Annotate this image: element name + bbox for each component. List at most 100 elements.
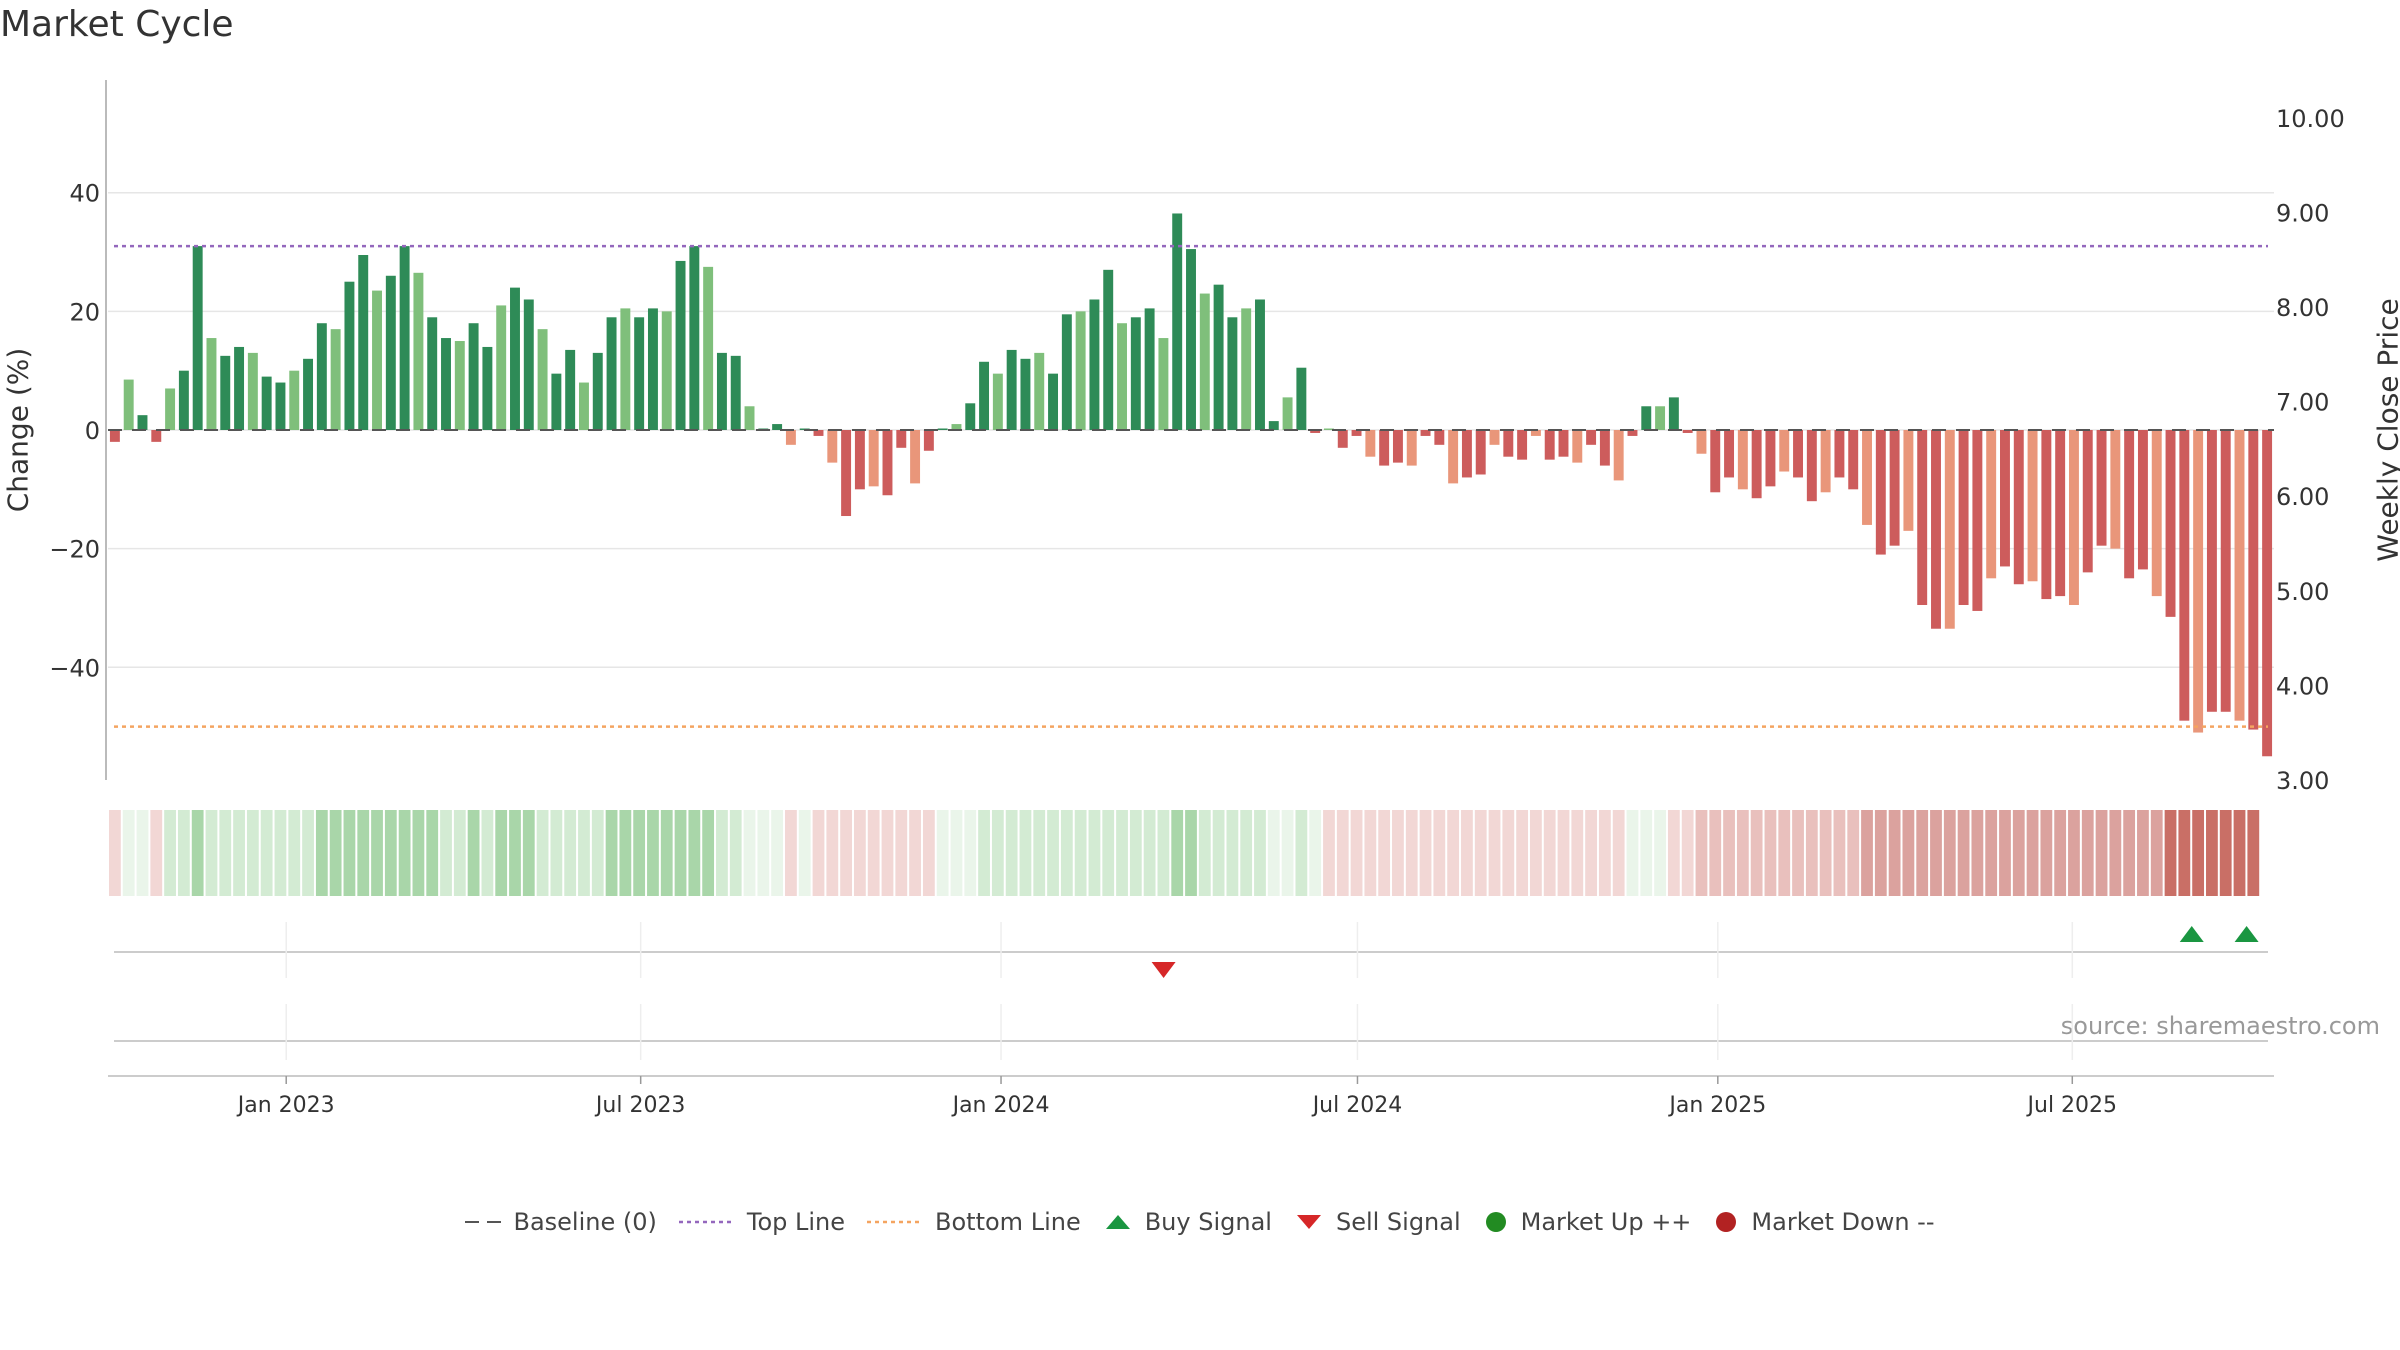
heat-cell — [260, 810, 273, 896]
legend-label: Market Up ++ — [1520, 1208, 1692, 1236]
heat-cell — [329, 810, 342, 896]
bar — [358, 255, 369, 430]
bar — [275, 382, 286, 430]
bar — [2082, 430, 2093, 573]
heat-cell — [219, 810, 232, 896]
heat-strip — [109, 810, 2260, 896]
heat-cell — [2178, 810, 2191, 896]
heat-cell — [591, 810, 604, 896]
bar — [123, 379, 134, 430]
heat-cell — [2233, 810, 2246, 896]
bar — [1958, 430, 1969, 605]
bar — [1034, 352, 1045, 430]
y-ticks-left: 40 20 0 −20 −40 — [49, 180, 100, 683]
bar — [606, 317, 617, 430]
heat-cell — [1157, 810, 1170, 896]
heat-cell — [1129, 810, 1142, 896]
bar — [1351, 430, 1362, 436]
heat-cell — [1819, 810, 1832, 896]
bar — [675, 260, 686, 430]
heat-cell — [1999, 810, 2011, 896]
bar — [1392, 430, 1403, 463]
heat-cell — [1502, 810, 1515, 896]
heat-cell — [1336, 810, 1349, 896]
x-tick-label: Jul 2023 — [594, 1093, 686, 1118]
heat-cell — [1833, 810, 1846, 896]
heat-cell — [1916, 810, 1929, 896]
bar — [579, 382, 589, 430]
bar — [1434, 430, 1445, 445]
x-tick-label: Jan 2023 — [236, 1093, 335, 1118]
bar — [2165, 430, 2176, 617]
heat-cell — [1930, 810, 1942, 896]
bar — [1710, 430, 1721, 493]
bar — [551, 373, 562, 430]
heat-cell — [1102, 810, 1115, 896]
bar — [1972, 430, 1983, 611]
heat-cell — [2095, 810, 2108, 896]
bar — [1420, 430, 1431, 436]
y-tick-label-right: 3.00 — [2276, 767, 2329, 795]
bar — [413, 272, 424, 430]
bar — [1737, 430, 1748, 490]
bar — [537, 329, 548, 430]
heat-cell — [2109, 810, 2122, 896]
bar — [1103, 269, 1114, 430]
y-tick-label-right: 6.00 — [2276, 483, 2329, 511]
bar — [965, 403, 976, 430]
heat-cell — [2219, 810, 2232, 896]
heat-cell — [895, 810, 908, 896]
heat-cell — [2247, 810, 2260, 896]
legend-item-mdown: Market Down -- — [1713, 1208, 1935, 1236]
bar — [1862, 430, 1872, 525]
heat-cell — [2150, 810, 2163, 896]
heat-cell — [716, 810, 728, 896]
bar — [1310, 430, 1321, 433]
heat-cell — [605, 810, 618, 896]
dotted-purple-line-icon — [678, 1212, 735, 1232]
heat-cell — [1585, 810, 1597, 896]
bar — [1061, 314, 1072, 430]
signal-panel — [108, 926, 2274, 1077]
bar — [1268, 421, 1279, 430]
heat-cell — [136, 810, 149, 896]
bar — [2068, 430, 2079, 605]
bar — [2179, 430, 2190, 721]
bar — [1461, 430, 1472, 478]
heat-cell — [1323, 810, 1335, 896]
bar — [316, 323, 327, 430]
heat-cell — [1557, 810, 1570, 896]
heat-cell — [1033, 810, 1046, 896]
bar — [109, 430, 120, 442]
bar — [1048, 373, 1059, 430]
bar — [1599, 430, 1610, 466]
heat-cell — [246, 810, 259, 896]
legend-label: Buy Signal — [1144, 1208, 1272, 1236]
heat-cell — [1405, 810, 1418, 896]
bar — [730, 355, 741, 430]
bar — [1779, 430, 1790, 472]
heat-cell — [1254, 810, 1266, 896]
heat-cell — [536, 810, 549, 896]
bar — [1586, 430, 1597, 445]
heat-cell — [1447, 810, 1460, 896]
heat-cell — [1516, 810, 1529, 896]
heat-cell — [1364, 810, 1377, 896]
heat-cell — [150, 810, 163, 896]
bar — [2027, 430, 2038, 582]
heat-cell — [398, 810, 411, 896]
bar — [1917, 430, 1928, 605]
bar — [1765, 430, 1776, 487]
bar — [592, 352, 603, 430]
heat-cell — [785, 810, 797, 896]
bar — [1144, 308, 1155, 430]
heat-cell — [2054, 810, 2067, 896]
y-tick-label-left: 40 — [69, 180, 100, 208]
heat-cell — [950, 810, 963, 896]
bar — [979, 361, 990, 430]
bar — [1006, 349, 1017, 430]
heat-cell — [288, 810, 301, 896]
heat-cell — [522, 810, 535, 896]
bar — [910, 430, 921, 484]
